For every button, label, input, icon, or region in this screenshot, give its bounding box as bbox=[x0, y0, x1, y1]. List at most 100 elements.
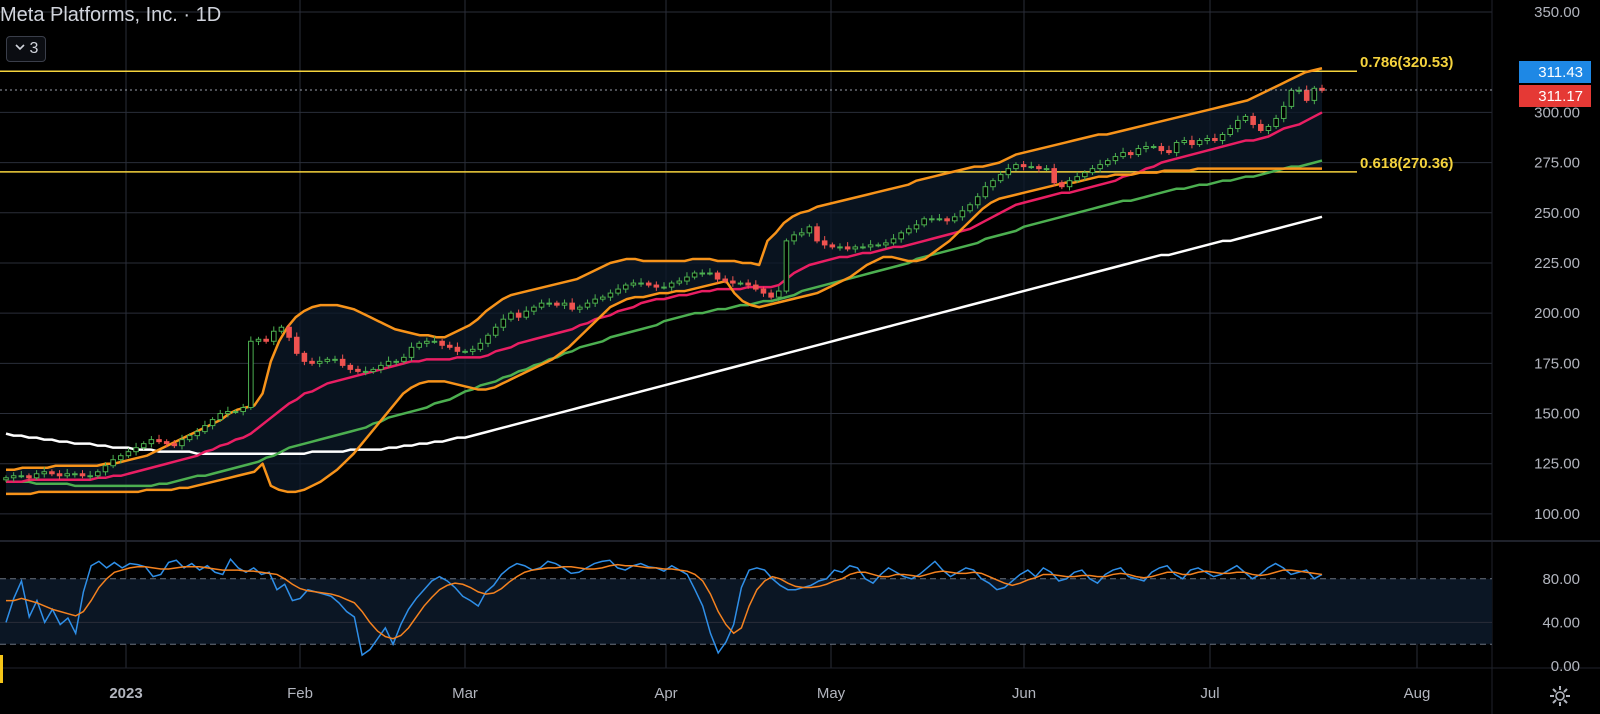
price-tick-0: 350.00 bbox=[1534, 4, 1580, 21]
candle-body-168 bbox=[1288, 89, 1295, 107]
candle-body-65 bbox=[500, 318, 507, 328]
candle-body-140 bbox=[1074, 176, 1080, 182]
candle-body-27 bbox=[209, 419, 216, 427]
candle-body-154 bbox=[1181, 140, 1188, 144]
candle-body-79 bbox=[607, 292, 614, 298]
last-price-text-1: 311.17 bbox=[1538, 88, 1583, 105]
left-edge-marker bbox=[0, 655, 3, 683]
candle-body-76 bbox=[584, 302, 591, 308]
candle-body-128 bbox=[982, 186, 989, 198]
candle-body-106 bbox=[814, 226, 820, 242]
price-tick-5: 200.00 bbox=[1534, 305, 1580, 322]
time-tick-3: Apr bbox=[654, 685, 677, 702]
candle-body-24 bbox=[186, 435, 193, 441]
price-tick-9: 100.00 bbox=[1534, 506, 1580, 523]
stochastic-band bbox=[0, 578, 1492, 645]
candle-body-15 bbox=[117, 455, 124, 461]
candle-body-70 bbox=[538, 302, 545, 308]
candle-body-74 bbox=[569, 302, 575, 310]
candle-body-134 bbox=[1028, 166, 1035, 169]
candle-body-150 bbox=[1150, 146, 1157, 149]
candle-body-163 bbox=[1250, 115, 1256, 125]
candle-body-60 bbox=[462, 350, 468, 353]
fib-label-1: 0.618(270.36) bbox=[1360, 155, 1453, 172]
candle-body-26 bbox=[202, 425, 208, 433]
candle-body-89 bbox=[684, 276, 690, 282]
candle-body-108 bbox=[829, 244, 836, 248]
candle-body-121 bbox=[929, 218, 935, 221]
candle-body-49 bbox=[378, 364, 384, 370]
indicator-lines bbox=[5, 67, 1323, 496]
candle-body-111 bbox=[852, 246, 859, 250]
candle-body-73 bbox=[561, 302, 568, 306]
candle-body-34 bbox=[263, 338, 269, 342]
candle-body-143 bbox=[1097, 164, 1103, 170]
candle-body-59 bbox=[454, 346, 461, 352]
time-tick-6: Jul bbox=[1200, 685, 1219, 702]
candle-body-161 bbox=[1235, 119, 1241, 129]
candle-body-16 bbox=[125, 451, 132, 457]
candle-body-22 bbox=[171, 443, 178, 447]
candle-body-28 bbox=[217, 413, 224, 421]
ma-mid-line bbox=[6, 159, 1323, 488]
candle-body-55 bbox=[424, 340, 430, 344]
candle-body-3 bbox=[26, 475, 32, 479]
candle-body-104 bbox=[798, 232, 805, 236]
candle-body-38 bbox=[293, 336, 300, 354]
candles bbox=[3, 84, 1325, 483]
candle-body-164 bbox=[1258, 123, 1264, 131]
candle-body-46 bbox=[355, 368, 361, 372]
stoch-band-fill bbox=[0, 578, 1492, 645]
candle-body-133 bbox=[1020, 164, 1027, 168]
candle-body-64 bbox=[492, 326, 499, 336]
candle-body-153 bbox=[1173, 142, 1180, 154]
time-tick-2: Mar bbox=[452, 685, 478, 702]
candle-body-139 bbox=[1066, 180, 1073, 188]
candle-body-53 bbox=[408, 346, 415, 358]
candle-body-157 bbox=[1204, 138, 1211, 142]
price-tick-8: 125.00 bbox=[1534, 456, 1580, 473]
candle-body-113 bbox=[867, 244, 874, 248]
candle-body-166 bbox=[1273, 117, 1279, 127]
candle-body-118 bbox=[906, 228, 912, 234]
chevron-down-icon bbox=[14, 40, 26, 58]
candle-body-131 bbox=[1005, 168, 1012, 176]
candle-body-112 bbox=[860, 246, 866, 249]
candle-body-91 bbox=[699, 272, 706, 275]
candle-body-95 bbox=[730, 280, 736, 284]
candle-body-100 bbox=[768, 292, 774, 298]
candle-body-144 bbox=[1104, 160, 1111, 166]
candle-body-98 bbox=[753, 284, 759, 290]
candle-body-77 bbox=[592, 298, 598, 304]
candle-body-30 bbox=[232, 411, 239, 414]
candle-body-37 bbox=[286, 326, 292, 338]
candle-body-158 bbox=[1212, 138, 1218, 142]
candle-body-40 bbox=[309, 360, 315, 364]
candle-body-20 bbox=[156, 439, 162, 443]
candle-body-57 bbox=[439, 340, 445, 346]
time-tick-0: 2023 bbox=[109, 685, 142, 702]
candle-body-171 bbox=[1311, 87, 1318, 101]
time-tick-1: Feb bbox=[287, 685, 313, 702]
bollinger-upper-line bbox=[6, 67, 1323, 472]
stochastic-lines bbox=[5, 557, 1323, 657]
candle-body-0 bbox=[3, 477, 9, 481]
candle-body-155 bbox=[1189, 140, 1195, 146]
indicators-toggle-button[interactable]: 3 bbox=[6, 36, 46, 62]
gear-icon[interactable] bbox=[1548, 684, 1572, 708]
candle-body-151 bbox=[1158, 146, 1165, 152]
candle-body-156 bbox=[1196, 140, 1203, 146]
fibonacci-levels: 0.786(320.53) 0.618(270.36) bbox=[0, 54, 1453, 173]
candle-body-45 bbox=[347, 364, 354, 370]
candle-body-102 bbox=[783, 240, 790, 292]
last-price-tag-1 bbox=[1519, 85, 1591, 107]
candle-body-81 bbox=[622, 284, 629, 290]
candle-body-35 bbox=[271, 330, 277, 342]
candle-body-42 bbox=[324, 358, 331, 362]
candle-body-8 bbox=[64, 473, 70, 477]
candle-body-43 bbox=[332, 358, 338, 361]
candle-body-149 bbox=[1143, 146, 1149, 150]
stoch-tick-1: 40.00 bbox=[1542, 614, 1580, 631]
candle-body-71 bbox=[546, 302, 553, 305]
